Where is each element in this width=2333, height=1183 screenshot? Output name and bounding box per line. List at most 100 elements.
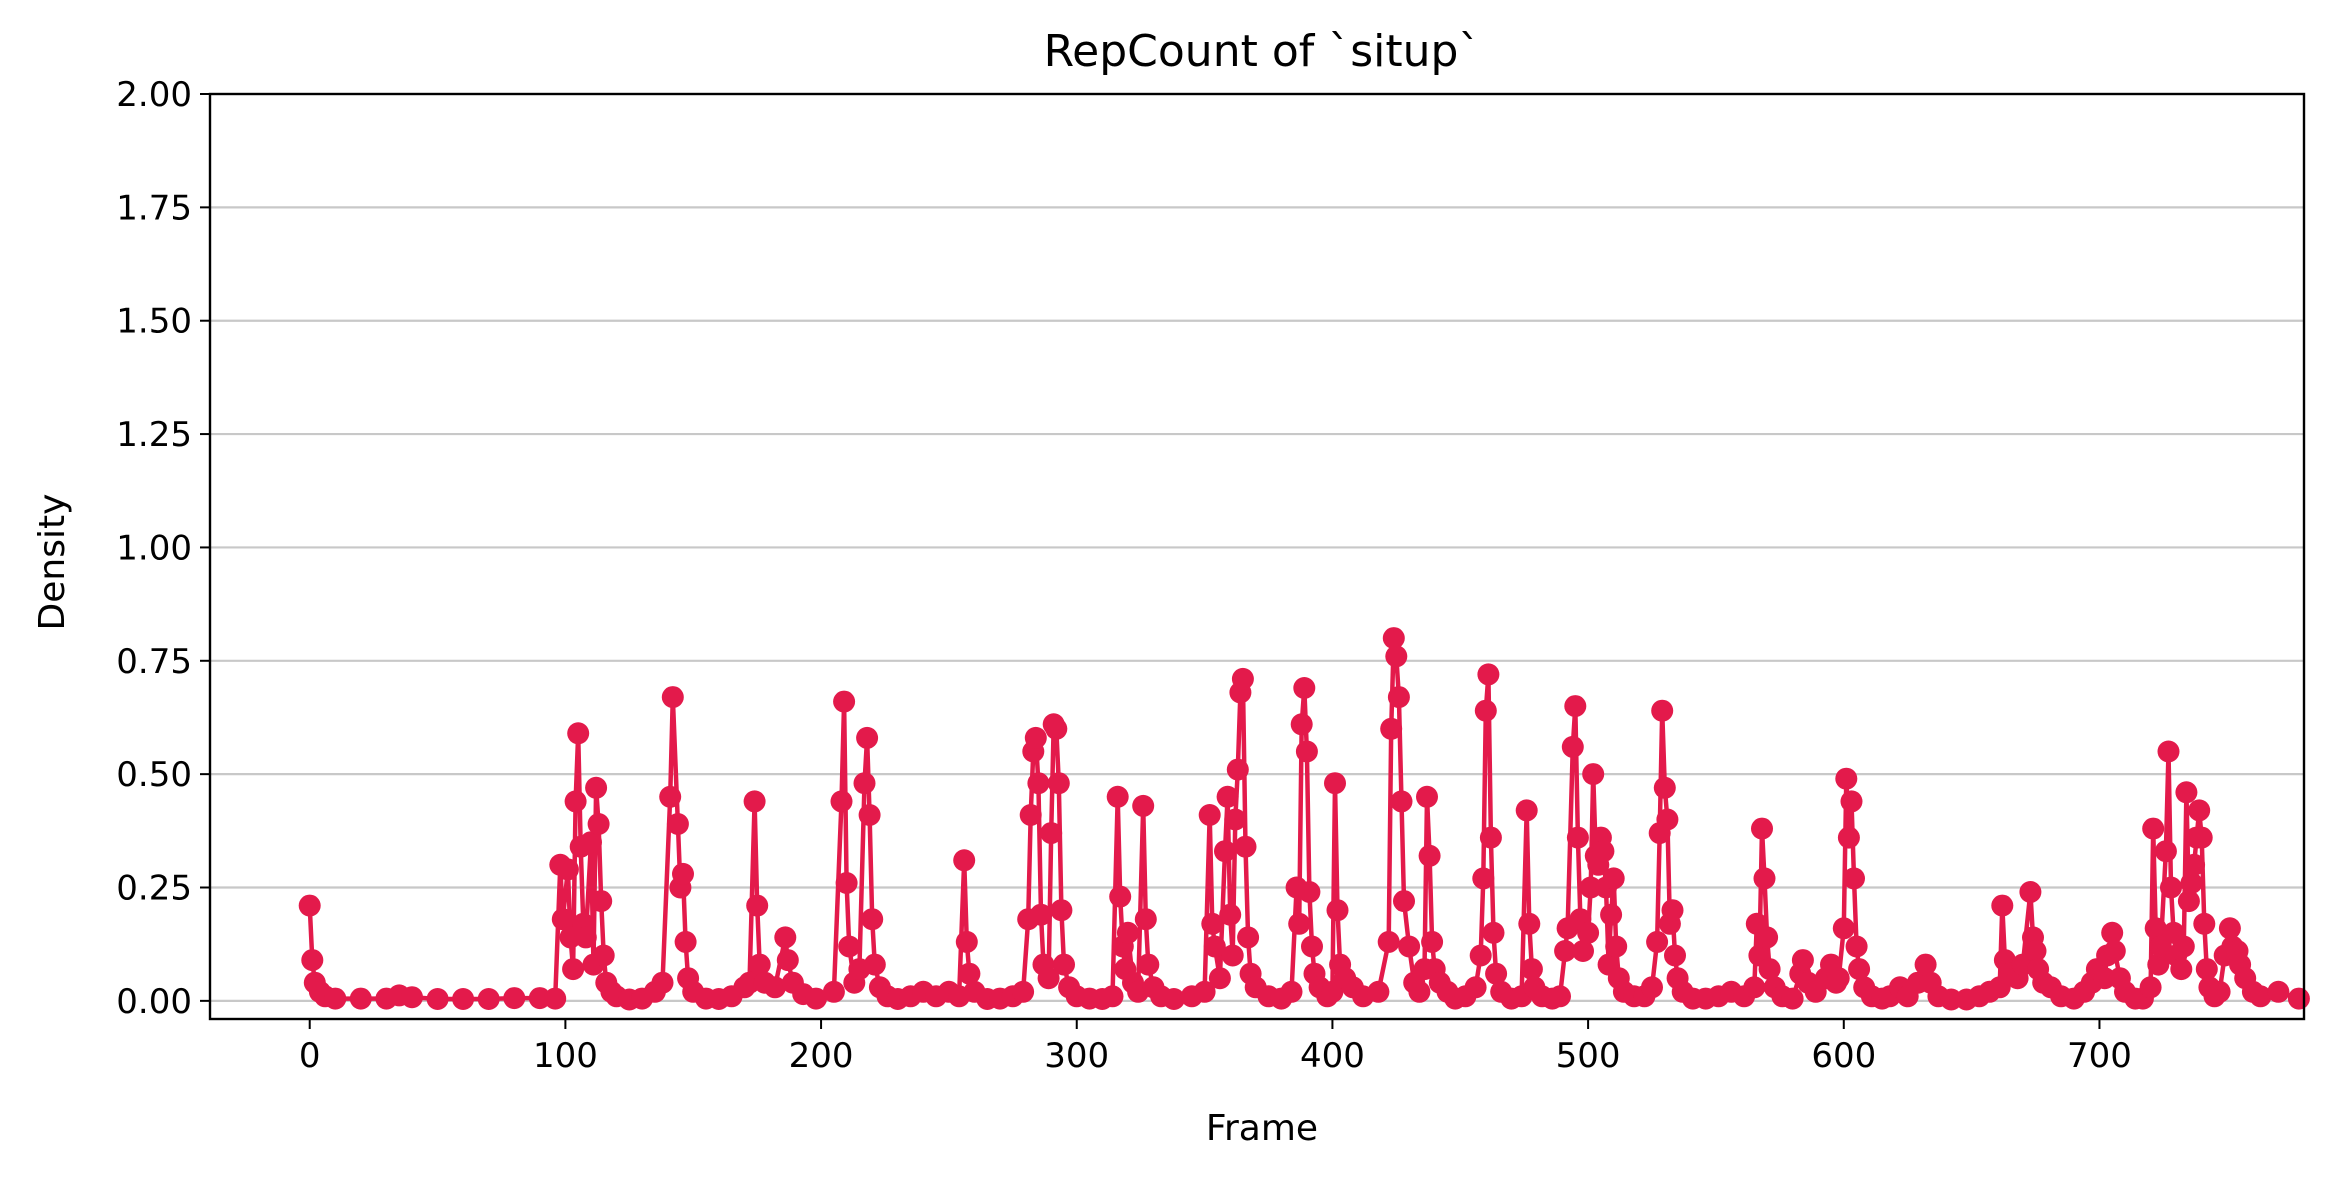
data-point — [1758, 958, 1781, 981]
data-point — [2154, 840, 2177, 863]
data-point — [1602, 867, 1625, 890]
data-point — [1377, 930, 1400, 953]
data-point — [1295, 740, 1318, 763]
data-point — [1753, 867, 1776, 890]
data-point — [856, 726, 879, 749]
data-point — [2144, 917, 2167, 940]
data-point — [1566, 826, 1589, 849]
data-point — [2101, 921, 2124, 944]
y-tick-label: 0.00 — [116, 982, 192, 1022]
data-point — [1827, 967, 1850, 990]
data-point — [2019, 881, 2042, 903]
data-point — [301, 949, 324, 972]
data-point — [324, 987, 347, 1010]
data-point — [2157, 740, 2180, 763]
data-point — [1324, 772, 1346, 795]
data-point — [1380, 717, 1403, 740]
data-point — [1208, 967, 1231, 990]
data-point — [1756, 926, 1779, 949]
data-point — [1848, 958, 1871, 981]
data-point — [1835, 767, 1858, 790]
y-axis-label: Density — [32, 494, 73, 631]
data-point — [556, 858, 579, 881]
data-point — [1421, 930, 1444, 953]
data-point — [528, 987, 551, 1010]
data-point — [672, 862, 694, 885]
data-point — [1224, 808, 1247, 831]
data-point — [1298, 881, 1321, 903]
data-point — [955, 930, 978, 953]
data-point — [1651, 699, 1674, 722]
data-point — [1582, 763, 1605, 786]
data-point — [958, 962, 981, 985]
data-point — [1234, 835, 1257, 858]
data-point — [1781, 987, 1804, 1010]
data-point — [1280, 980, 1303, 1003]
data-point — [1661, 899, 1684, 922]
data-point — [587, 813, 610, 835]
data-point — [1040, 822, 1063, 845]
data-point — [1416, 785, 1438, 808]
data-point — [585, 776, 608, 799]
data-point — [1991, 894, 2014, 917]
data-point — [776, 949, 799, 972]
y-tick-label: 0.50 — [116, 755, 192, 795]
plot-frame — [208, 92, 2306, 1021]
data-point — [2177, 890, 2200, 913]
data-point — [1053, 953, 1075, 976]
x-tick-label: 700 — [2067, 1036, 2132, 1076]
data-point — [2139, 976, 2162, 999]
data-point — [1653, 776, 1676, 799]
data-point — [2093, 967, 2116, 990]
data-point — [503, 987, 526, 1010]
data-point — [1656, 808, 1679, 831]
data-point — [1214, 840, 1236, 863]
data-point — [1664, 944, 1686, 967]
data-point — [349, 987, 372, 1010]
data-point — [1592, 840, 1615, 863]
y-tick-label: 1.00 — [116, 528, 192, 568]
data-point — [1382, 627, 1405, 650]
x-axis-label: Frame — [1206, 1108, 1318, 1149]
data-point — [1579, 876, 1602, 899]
x-tick-label: 300 — [1044, 1036, 1109, 1076]
data-point — [1479, 826, 1502, 849]
data-point — [298, 894, 321, 917]
data-point — [1193, 980, 1216, 1003]
x-tick-label: 500 — [1556, 1036, 1621, 1076]
x-tick-label: 0 — [299, 1036, 321, 1076]
data-point — [1845, 935, 1868, 958]
data-point — [1840, 790, 1863, 813]
tick-marks-and-labels: 0 100 200 300 400 500 600 700 0.00 0.25 0.50 0.75 1.… — [116, 75, 2132, 1076]
data-point — [2193, 912, 2216, 935]
data-point — [1518, 912, 1541, 935]
data-point — [2147, 953, 2170, 976]
data-point — [1221, 944, 1244, 967]
data-point — [1914, 953, 1937, 976]
data-point — [1293, 677, 1316, 699]
data-point — [1101, 985, 1124, 1008]
data-point — [2175, 781, 2198, 804]
plot-area — [298, 627, 2310, 1011]
data-point — [774, 926, 797, 949]
data-point — [1646, 930, 1669, 953]
data-point — [452, 988, 475, 1010]
data-point — [822, 980, 845, 1003]
data-point — [1030, 903, 1052, 926]
data-point — [2249, 985, 2272, 1008]
data-point — [1226, 758, 1249, 781]
data-point — [1050, 899, 1073, 922]
data-point — [1301, 935, 1323, 958]
data-point — [2188, 799, 2211, 822]
data-point — [743, 790, 766, 813]
data-point — [1549, 985, 1571, 1008]
data-point — [833, 690, 856, 713]
data-point — [1477, 663, 1500, 686]
data-point — [2183, 853, 2206, 876]
data-point — [590, 890, 613, 913]
data-point — [574, 926, 597, 949]
data-point — [1326, 899, 1349, 922]
data-point — [426, 988, 449, 1010]
data-point — [1600, 903, 1623, 926]
